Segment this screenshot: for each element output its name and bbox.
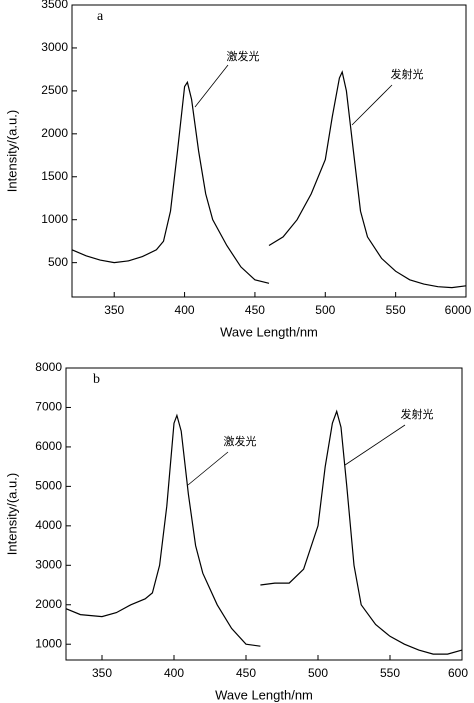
y-tick-label: 500 bbox=[48, 255, 68, 269]
panel-label: b bbox=[93, 372, 100, 387]
x-tick-label: 500 bbox=[315, 303, 335, 317]
y-tick-label: 1500 bbox=[41, 169, 68, 183]
y-tick-label: 1000 bbox=[41, 212, 68, 226]
y-axis-title: Intensity/(a.u.) bbox=[4, 473, 19, 555]
annotation-leader bbox=[344, 424, 406, 466]
y-tick-label: 3000 bbox=[41, 40, 68, 54]
x-tick-label: 450 bbox=[236, 666, 256, 680]
y-tick-label: 3500 bbox=[41, 0, 68, 11]
x-tick-label: 350 bbox=[104, 303, 124, 317]
spectrum-line bbox=[71, 70, 467, 289]
annotation-leader bbox=[194, 64, 229, 108]
y-tick-label: 4000 bbox=[35, 518, 62, 532]
annotation-leader bbox=[351, 84, 393, 126]
y-tick-label: 1000 bbox=[35, 636, 62, 650]
x-tick-label: 6000 bbox=[445, 303, 472, 317]
annotation: 激发光 bbox=[227, 49, 260, 63]
y-tick-label: 2500 bbox=[41, 83, 68, 97]
y-tick-label: 8000 bbox=[35, 360, 62, 374]
y-axis-title: Intensity/(a.u.) bbox=[4, 110, 19, 192]
x-tick-label: 600 bbox=[448, 666, 468, 680]
annotation: 发射光 bbox=[391, 67, 424, 81]
annotation: 激发光 bbox=[224, 434, 257, 448]
annotation: 发射光 bbox=[401, 407, 434, 421]
y-tick-label: 5000 bbox=[35, 479, 62, 493]
y-tick-label: 7000 bbox=[35, 400, 62, 414]
x-tick-label: 550 bbox=[380, 666, 400, 680]
y-tick-label: 3000 bbox=[35, 557, 62, 571]
plot-frame bbox=[71, 4, 467, 298]
x-tick-label: 400 bbox=[175, 303, 195, 317]
panel-label: a bbox=[97, 9, 104, 24]
x-tick-label: 550 bbox=[386, 303, 406, 317]
spectrum-line bbox=[65, 409, 463, 655]
plot-frame bbox=[65, 367, 463, 661]
y-tick-label: 2000 bbox=[35, 597, 62, 611]
annotation-leader bbox=[187, 451, 229, 486]
y-tick-label: 2000 bbox=[41, 126, 68, 140]
x-axis-title: Wave Length/nm bbox=[220, 324, 318, 339]
y-tick-label: 6000 bbox=[35, 439, 62, 453]
x-tick-label: 500 bbox=[308, 666, 328, 680]
x-tick-label: 450 bbox=[245, 303, 265, 317]
x-tick-label: 350 bbox=[92, 666, 112, 680]
x-tick-label: 400 bbox=[164, 666, 184, 680]
x-axis-title: Wave Length/nm bbox=[215, 687, 313, 702]
